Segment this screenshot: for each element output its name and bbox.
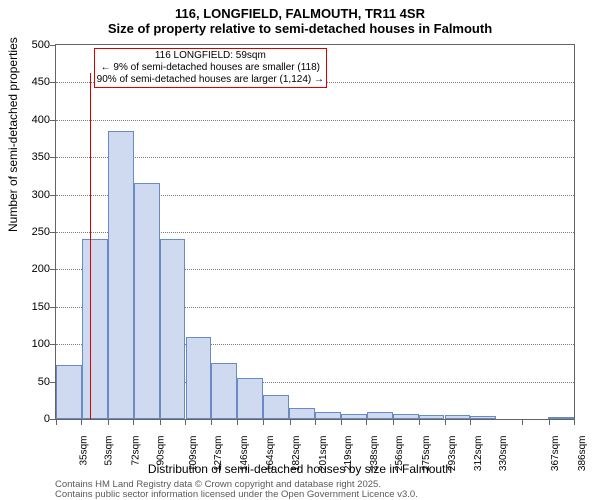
x-tick xyxy=(522,420,523,425)
chart-title-line1: 116, LONGFIELD, FALMOUTH, TR11 4SR xyxy=(0,0,600,21)
histogram-bar xyxy=(82,239,108,419)
x-tick xyxy=(133,420,134,425)
histogram-bar xyxy=(186,337,212,419)
x-tick xyxy=(211,420,212,425)
histogram-bar xyxy=(341,414,367,419)
gridline xyxy=(56,157,574,158)
histogram-bar xyxy=(393,414,419,419)
histogram-bar xyxy=(108,131,134,419)
annotation-line1: ← 9% of semi-detached houses are smaller… xyxy=(97,62,324,74)
x-tick xyxy=(108,420,109,425)
histogram-bar xyxy=(211,363,237,419)
x-tick xyxy=(366,420,367,425)
chart-title-line2: Size of property relative to semi-detach… xyxy=(0,21,600,38)
histogram-bar xyxy=(445,415,471,419)
chart-container: 116, LONGFIELD, FALMOUTH, TR11 4SR Size … xyxy=(0,0,600,500)
histogram-bar xyxy=(237,378,263,419)
x-tick xyxy=(393,420,394,425)
x-tick xyxy=(290,420,291,425)
copyright-line2: Contains public sector information licen… xyxy=(55,490,418,500)
gridline xyxy=(56,120,574,121)
x-tick xyxy=(445,420,446,425)
x-tick xyxy=(160,420,161,425)
histogram-bar xyxy=(548,417,574,419)
histogram-bar xyxy=(419,415,445,419)
x-tick xyxy=(315,420,316,425)
histogram-bar xyxy=(263,395,289,419)
histogram-bar xyxy=(289,408,315,419)
x-tick xyxy=(185,420,186,425)
annotation-title: 116 LONGFIELD: 59sqm xyxy=(97,50,324,62)
x-tick xyxy=(419,420,420,425)
x-tick xyxy=(470,420,471,425)
x-tick-label: 90sqm xyxy=(156,436,167,466)
histogram-bar xyxy=(367,412,393,419)
y-tick-label: 100 xyxy=(10,338,50,350)
histogram-bar xyxy=(470,416,496,419)
x-tick xyxy=(341,420,342,425)
x-tick xyxy=(574,420,575,425)
annotation-box: 116 LONGFIELD: 59sqm ← 9% of semi-detach… xyxy=(94,48,327,88)
y-tick-label: 150 xyxy=(10,301,50,313)
x-tick xyxy=(237,420,238,425)
x-tick-label: 72sqm xyxy=(130,436,141,466)
x-axis-title: Distribution of semi-detached houses by … xyxy=(0,462,600,476)
x-tick xyxy=(263,420,264,425)
marker-line xyxy=(90,73,91,419)
plot-area: 116 LONGFIELD: 59sqm ← 9% of semi-detach… xyxy=(55,44,575,420)
annotation-line2: 90% of semi-detached houses are larger (… xyxy=(97,74,324,86)
histogram-bar xyxy=(134,183,160,419)
x-tick xyxy=(81,420,82,425)
copyright: Contains HM Land Registry data © Crown c… xyxy=(55,480,418,500)
y-tick-label: 200 xyxy=(10,263,50,275)
x-tick-label: 53sqm xyxy=(104,436,115,466)
x-tick xyxy=(549,420,550,425)
histogram-bar xyxy=(315,412,341,419)
y-axis-title: Number of semi-detached properties xyxy=(6,37,20,232)
x-tick xyxy=(56,420,57,425)
x-tick-label: 35sqm xyxy=(79,436,90,466)
histogram-bar xyxy=(160,239,186,419)
y-tick-label: 0 xyxy=(10,413,50,425)
y-tick-label: 50 xyxy=(10,376,50,388)
histogram-bar xyxy=(56,365,82,419)
